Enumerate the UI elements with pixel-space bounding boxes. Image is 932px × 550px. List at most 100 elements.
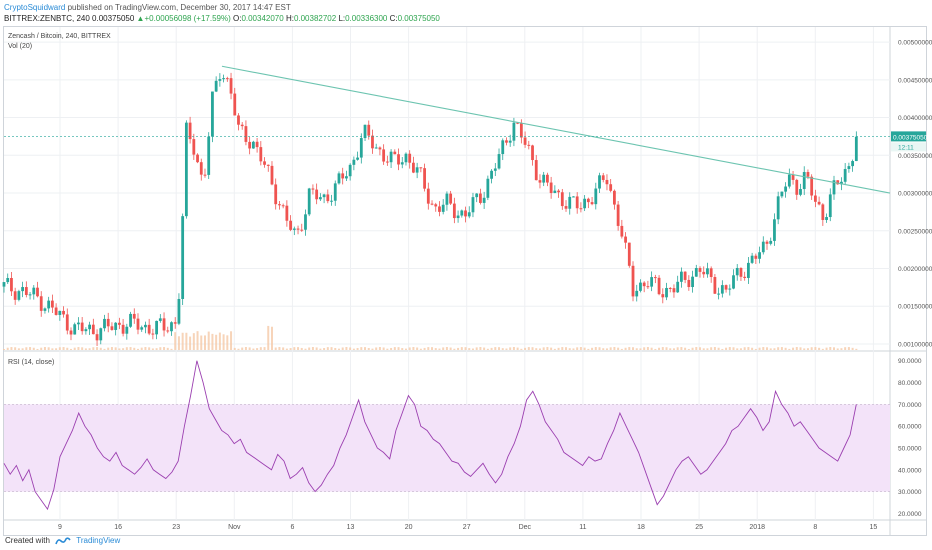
volume-bar <box>334 347 337 350</box>
volume-bar <box>792 347 795 350</box>
countdown-badge <box>891 142 926 152</box>
current-price-label: 0.00375050 <box>893 134 928 141</box>
candle-body <box>668 287 672 289</box>
candle-body <box>776 196 780 220</box>
volume-bar <box>524 347 527 350</box>
volume-bar <box>743 347 746 350</box>
candle-body <box>300 229 304 231</box>
volume-bar <box>55 348 58 350</box>
candle-body <box>155 320 159 335</box>
volume-bar <box>364 347 367 350</box>
candle-body <box>516 122 520 124</box>
volume-bar <box>256 348 259 350</box>
candle-body <box>80 322 84 332</box>
candle-body <box>28 294 32 296</box>
volume-bar <box>114 347 117 350</box>
candle-body <box>813 195 817 202</box>
volume-bar <box>207 331 210 350</box>
volume-bar <box>96 347 99 350</box>
candle-body <box>304 214 307 230</box>
volume-bar <box>754 348 757 350</box>
candle-body <box>854 136 858 162</box>
author-link[interactable]: CryptoSquidward <box>4 3 66 12</box>
candle-body <box>657 277 661 295</box>
candle-body <box>601 175 605 180</box>
volume-bar <box>352 348 355 350</box>
candle-body <box>531 145 534 161</box>
volume-bar <box>330 347 333 350</box>
candle-body <box>359 138 363 158</box>
volume-bar <box>836 348 839 350</box>
volume-bar <box>367 348 370 350</box>
volume-bar <box>449 347 452 350</box>
rsi-tick-label: 60.0000 <box>898 424 922 431</box>
volume-bar <box>177 336 180 350</box>
candle-body <box>534 160 538 181</box>
volume-bar <box>728 347 731 350</box>
volume-bar <box>241 347 244 350</box>
volume-bar <box>230 331 233 350</box>
volume-bar <box>81 347 84 350</box>
candle-body <box>32 287 36 295</box>
candle-body <box>170 322 173 332</box>
candle-body <box>821 204 825 220</box>
candle-body <box>482 197 486 203</box>
volume-bar <box>777 347 780 350</box>
volume-bar <box>88 348 91 350</box>
candle-body <box>270 165 274 185</box>
volume-bar <box>561 347 564 350</box>
candle-body <box>415 167 419 173</box>
candle-body <box>311 188 315 190</box>
candle-body <box>828 194 832 218</box>
volume-bar <box>706 348 709 350</box>
x-tick-label: 2018 <box>749 524 765 531</box>
volume-bar <box>505 348 508 350</box>
price-pane-title: Zencash / Bitcoin, 240, BITTREX <box>8 33 111 40</box>
candle-body <box>493 168 497 171</box>
volume-bar <box>218 332 221 350</box>
volume-bar <box>237 348 240 350</box>
volume-bar <box>267 325 270 350</box>
volume-bar <box>32 347 35 350</box>
price-change: +0.00056098 (+17.59%) <box>144 14 231 23</box>
candle-body <box>307 188 311 215</box>
volume-bar <box>460 347 463 350</box>
candle-body <box>787 174 791 187</box>
volume-bar <box>546 347 549 350</box>
tradingview-link[interactable]: TradingView <box>76 536 121 545</box>
candle-body <box>661 294 665 298</box>
volume-bar <box>457 347 460 350</box>
last-price: 0.00375050 <box>92 14 135 23</box>
volume-bar <box>345 347 348 350</box>
volume-bar <box>844 347 847 350</box>
up-arrow-icon: ▲ <box>136 14 145 23</box>
volume-bar <box>382 347 385 350</box>
volume-bar <box>806 348 809 350</box>
candle-body <box>449 193 453 204</box>
candle-body <box>746 262 750 278</box>
volume-bar <box>289 348 292 350</box>
candle-body <box>426 188 430 204</box>
candle-body <box>687 279 691 288</box>
candle-body <box>467 212 471 217</box>
candle-body <box>278 204 281 206</box>
candle-body <box>199 162 203 175</box>
volume-bar <box>6 347 9 350</box>
volume-bar <box>475 347 478 350</box>
volume-bar <box>270 326 273 350</box>
volume-bar <box>453 348 456 350</box>
volume-bar <box>427 347 430 350</box>
volume-bar <box>486 348 489 350</box>
volume-bar <box>747 347 750 350</box>
candle-body <box>367 124 371 136</box>
symbol-label[interactable]: BITTREX:ZENBTC, 240 <box>4 14 90 23</box>
volume-bar <box>773 348 776 350</box>
candle-body <box>843 169 847 182</box>
chart-frame[interactable] <box>3 26 927 536</box>
x-tick-label: Dec <box>519 524 532 531</box>
volume-bar <box>483 347 486 350</box>
x-tick-label: 23 <box>172 524 180 531</box>
volume-bar <box>278 347 281 350</box>
candle-body <box>627 242 631 266</box>
